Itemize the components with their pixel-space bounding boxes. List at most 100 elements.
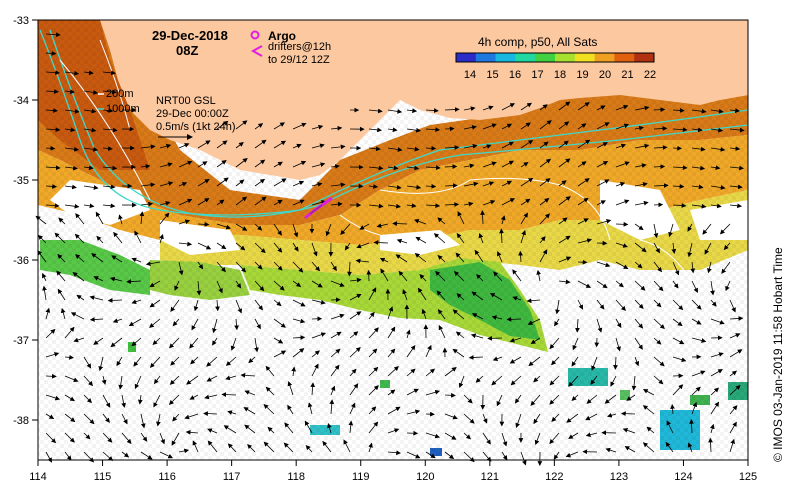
current-vector-arrow [225, 356, 237, 366]
current-vector-arrow [596, 179, 610, 187]
current-vector-arrow [474, 249, 484, 263]
current-vector-arrow [327, 423, 332, 434]
current-vector-arrow [710, 299, 717, 307]
current-vector-arrow [591, 356, 598, 371]
current-vector-arrow [672, 356, 687, 363]
current-vector-arrow [719, 223, 731, 235]
colorbar-swatch [515, 53, 536, 62]
current-vector-arrow [168, 394, 180, 405]
current-vector-arrow [64, 127, 76, 133]
current-vector-arrow [491, 315, 503, 320]
current-vector-arrow [482, 181, 495, 187]
current-vector-arrow [549, 394, 560, 405]
current-vector-arrow [631, 375, 637, 391]
current-vector-arrow [83, 90, 99, 95]
current-vector-arrow [634, 182, 648, 187]
current-vector-arrow [536, 269, 542, 282]
current-vector-arrow [729, 421, 737, 434]
current-vector-arrow [305, 445, 313, 453]
current-vector-arrow [159, 143, 172, 149]
current-vector-arrow [273, 223, 282, 236]
current-vector-arrow [501, 123, 513, 130]
current-vector-arrow [558, 279, 571, 285]
current-vector-arrow [687, 242, 693, 258]
current-vector-arrow [520, 198, 531, 206]
current-vector-arrow [64, 432, 75, 443]
current-vector-arrow [311, 182, 323, 187]
current-vector-arrow [725, 280, 731, 292]
current-vector-arrow [482, 144, 492, 149]
current-vector-arrow [708, 437, 713, 453]
current-vector-arrow [64, 451, 72, 461]
current-vector-arrow [406, 344, 416, 358]
current-vector-arrow [107, 298, 123, 303]
current-vector-arrow [197, 198, 210, 206]
current-vector-arrow [672, 337, 685, 345]
current-vector-arrow [111, 255, 123, 263]
current-vector-arrow [45, 165, 61, 171]
current-vector-arrow [436, 290, 446, 301]
current-vector-arrow [520, 161, 529, 168]
current-vector-arrow [406, 165, 420, 171]
current-vector-arrow [368, 287, 377, 301]
current-vector-arrow [311, 332, 326, 339]
current-vector-arrow [192, 440, 199, 453]
current-vector-arrow [634, 223, 644, 231]
current-vector-arrow [539, 213, 550, 225]
current-vector-arrow [64, 89, 75, 95]
current-vector-arrow [596, 219, 612, 225]
current-vector-arrow [235, 179, 245, 187]
current-vector-arrow [134, 230, 142, 244]
current-vector-arrow [729, 299, 736, 313]
current-vector-arrow [368, 406, 377, 415]
current-vector-arrow [452, 309, 465, 320]
current-vector-arrow [355, 258, 370, 264]
colorbar-tick-label: 20 [599, 69, 611, 81]
current-vector-arrow [406, 388, 419, 396]
drifters-line1: drifters@12h [268, 41, 331, 53]
current-vector-arrow [437, 217, 446, 225]
x-tick-label: 116 [158, 471, 176, 483]
current-vector-arrow [710, 280, 715, 296]
current-vector-arrow [89, 317, 104, 322]
current-vector-arrow [710, 185, 726, 190]
current-vector-arrow [438, 324, 446, 339]
current-vector-arrow [653, 145, 668, 150]
current-vector-arrow [558, 158, 571, 168]
current-vector-arrow [359, 223, 370, 230]
current-vector-arrow [672, 108, 685, 113]
current-vector-arrow [348, 420, 354, 434]
current-vector-arrow [75, 254, 85, 263]
current-vector-arrow [634, 105, 650, 111]
y-tick-label: -33 [13, 15, 29, 27]
current-vector-arrow [672, 318, 683, 327]
current-vector-arrow [691, 203, 707, 209]
current-vector-arrow [710, 369, 723, 377]
current-vector-arrow [496, 394, 503, 407]
current-vector-arrow [330, 331, 342, 339]
current-vector-arrow [729, 438, 735, 453]
current-vector-arrow [184, 413, 199, 420]
current-vector-arrow [471, 313, 484, 320]
current-vector-arrow [653, 126, 668, 131]
current-vector-arrow [54, 232, 66, 244]
current-vector-arrow [487, 335, 503, 341]
current-vector-arrow [329, 399, 335, 415]
current-vector-arrow [710, 147, 726, 152]
current-vector-arrow [169, 375, 180, 385]
current-vector-arrow [273, 199, 283, 206]
current-vector-arrow [417, 287, 427, 301]
current-vector-arrow [520, 451, 527, 466]
current-vector-arrow [406, 451, 421, 459]
current-vector-arrow [116, 356, 123, 367]
current-vector-arrow [149, 318, 161, 328]
current-vector-arrow [206, 356, 218, 367]
current-vector-arrow [45, 203, 60, 209]
current-vector-arrow [463, 394, 473, 404]
current-vector-arrow [615, 143, 627, 149]
colorbar-swatch [614, 53, 635, 62]
current-vector-arrow [145, 261, 161, 267]
current-vector-arrow [216, 177, 229, 187]
current-vector-arrow [368, 442, 373, 453]
current-vector-arrow [721, 261, 731, 274]
